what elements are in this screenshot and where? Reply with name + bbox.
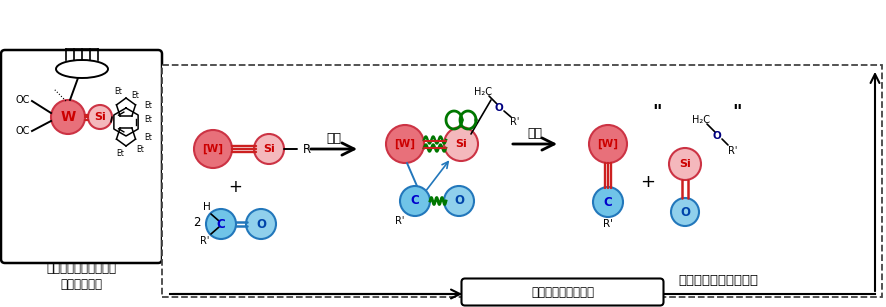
- Text: 三重結合錯体: 三重結合錯体: [60, 278, 102, 292]
- Text: R': R': [200, 236, 209, 246]
- Text: [W]: [W]: [597, 139, 618, 149]
- Text: Et: Et: [131, 91, 139, 99]
- Circle shape: [444, 127, 478, 161]
- FancyBboxPatch shape: [461, 278, 663, 305]
- Circle shape: [88, 105, 112, 129]
- FancyBboxPatch shape: [162, 65, 881, 297]
- Text: +: +: [228, 178, 242, 196]
- Circle shape: [51, 100, 85, 134]
- Text: Et: Et: [144, 100, 152, 110]
- FancyBboxPatch shape: [1, 50, 162, 263]
- Text: O: O: [494, 103, 503, 113]
- Text: Si: Si: [94, 112, 105, 122]
- Text: R': R': [727, 146, 737, 156]
- Text: R': R': [509, 117, 519, 127]
- Circle shape: [245, 209, 276, 239]
- Circle shape: [253, 134, 284, 164]
- Text: 新しい多重結合の生成: 新しい多重結合の生成: [677, 274, 758, 287]
- Text: ": ": [732, 103, 741, 121]
- Text: H₂C: H₂C: [691, 115, 709, 125]
- Circle shape: [670, 198, 698, 226]
- Text: Et: Et: [114, 87, 121, 95]
- Circle shape: [668, 148, 700, 180]
- Text: R': R': [602, 219, 612, 229]
- Text: タングステンーケイ素: タングステンーケイ素: [46, 262, 116, 275]
- Text: 結合の組み換え反応: 結合の組み換え反応: [531, 286, 594, 298]
- Text: Et: Et: [136, 145, 144, 154]
- Circle shape: [588, 125, 626, 163]
- Text: 2: 2: [193, 216, 200, 228]
- Text: O: O: [454, 195, 463, 208]
- Text: [W]: [W]: [202, 144, 223, 154]
- Text: O: O: [256, 217, 266, 231]
- Text: Et: Et: [116, 149, 124, 157]
- Text: Si: Si: [679, 159, 690, 169]
- Text: Et: Et: [144, 115, 152, 123]
- Text: +: +: [640, 173, 655, 191]
- Text: C: C: [216, 217, 225, 231]
- Text: R': R': [395, 216, 404, 226]
- Text: [W]: [W]: [394, 139, 415, 149]
- Text: ": ": [651, 103, 661, 121]
- Text: H: H: [203, 202, 211, 212]
- Text: OC: OC: [16, 126, 30, 136]
- Text: H₂C: H₂C: [473, 87, 492, 97]
- Circle shape: [385, 125, 424, 163]
- Text: Si: Si: [263, 144, 275, 154]
- Text: OC: OC: [16, 95, 30, 105]
- Text: R: R: [303, 142, 311, 156]
- Circle shape: [400, 186, 430, 216]
- Text: C: C: [410, 195, 419, 208]
- Circle shape: [194, 130, 232, 168]
- Text: Si: Si: [455, 139, 466, 149]
- Circle shape: [206, 209, 236, 239]
- Text: 反応: 反応: [326, 131, 341, 145]
- Text: Et: Et: [144, 133, 152, 142]
- Text: W: W: [60, 110, 75, 124]
- Circle shape: [444, 186, 473, 216]
- Ellipse shape: [56, 60, 108, 78]
- Text: O: O: [711, 131, 720, 141]
- Circle shape: [593, 187, 622, 217]
- Text: 加熱: 加熱: [527, 126, 542, 139]
- Text: C: C: [603, 196, 611, 208]
- Text: O: O: [680, 205, 689, 219]
